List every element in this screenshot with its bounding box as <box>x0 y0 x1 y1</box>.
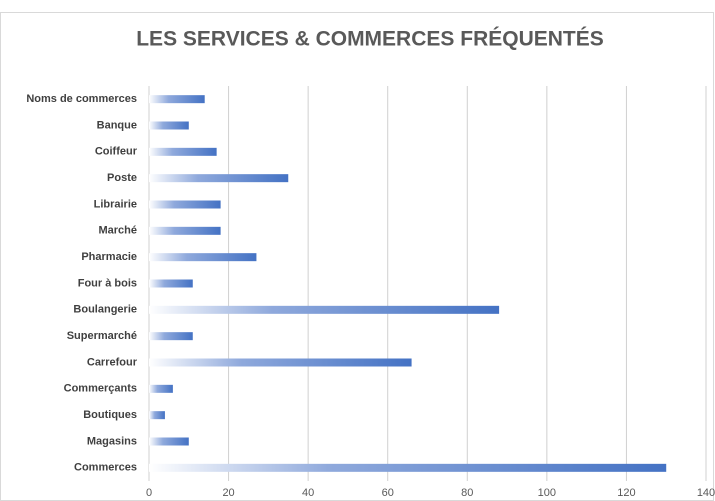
y-tick-label: Magasins <box>87 435 137 447</box>
bar <box>149 200 221 209</box>
bar <box>149 279 193 288</box>
y-tick-label: Noms de commerces <box>26 93 137 105</box>
x-tick-label: 0 <box>146 487 152 499</box>
y-tick-label: Supermarché <box>67 330 137 342</box>
x-tick-label: 100 <box>538 487 556 499</box>
y-tick-label: Librairie <box>94 198 137 210</box>
y-tick-label: Banque <box>97 119 137 131</box>
x-tick-label: 140 <box>697 487 715 499</box>
bar <box>149 121 189 130</box>
chart-title: LES SERVICES & COMMERCES FRÉQUENTÉS <box>136 28 604 51</box>
y-tick-label: Marché <box>98 225 137 237</box>
bar <box>149 95 205 104</box>
bar <box>149 332 193 341</box>
x-tick-label: 60 <box>382 487 394 499</box>
bar <box>149 463 667 472</box>
chart-frame <box>0 12 714 501</box>
y-tick-label: Boulangerie <box>73 304 137 316</box>
x-tick-label: 20 <box>222 487 234 499</box>
bar <box>149 411 165 420</box>
x-tick-label: 80 <box>461 487 473 499</box>
bar <box>149 174 289 183</box>
y-tick-label: Coiffeur <box>95 146 138 158</box>
y-tick-label: Poste <box>107 172 137 184</box>
x-tick-label: 120 <box>617 487 635 499</box>
y-tick-label: Carrefour <box>87 356 138 368</box>
y-tick-label: Pharmacie <box>81 251 137 263</box>
y-tick-label: Commerces <box>74 462 137 474</box>
bar <box>149 358 412 367</box>
x-tick-label: 40 <box>302 487 314 499</box>
bar <box>149 437 189 446</box>
y-tick-label: Four à bois <box>78 277 137 289</box>
bar <box>149 147 217 156</box>
bar <box>149 305 500 314</box>
y-tick-label: Commerçants <box>64 383 137 395</box>
y-tick-label: Boutiques <box>83 409 137 421</box>
bar <box>149 384 173 393</box>
bar <box>149 226 221 235</box>
bar <box>149 253 257 262</box>
